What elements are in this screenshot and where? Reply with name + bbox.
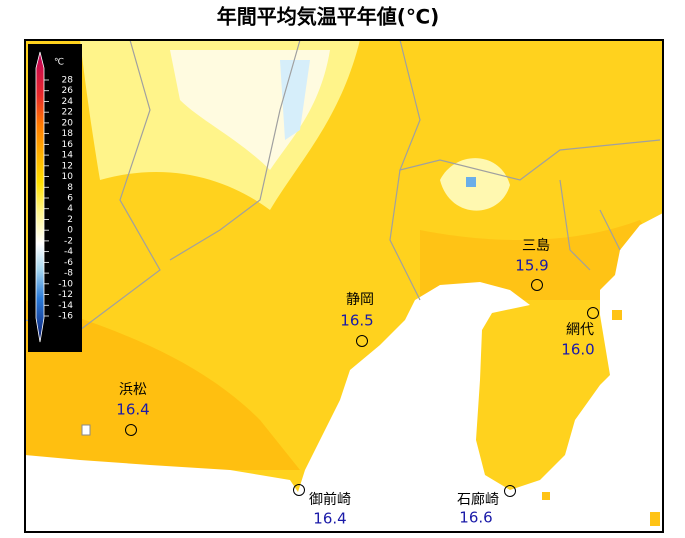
station-marker bbox=[587, 307, 599, 319]
station-name: 静岡 bbox=[346, 292, 374, 308]
island bbox=[612, 310, 622, 320]
legend-tick-label: 14 bbox=[62, 151, 74, 161]
station-marker bbox=[356, 335, 368, 347]
land-shade bbox=[420, 220, 663, 300]
legend-tick-label: -10 bbox=[58, 279, 73, 289]
legend-tick-label: 28 bbox=[62, 76, 74, 86]
island bbox=[542, 492, 550, 500]
title: 年間平均気温平年値(℃) bbox=[217, 5, 440, 29]
legend-tick-label: 20 bbox=[62, 118, 74, 128]
station-marker bbox=[531, 279, 543, 291]
legend-tick-label: 2 bbox=[67, 215, 73, 225]
station-value: 16.6 bbox=[459, 509, 492, 527]
legend-tick-label: 18 bbox=[62, 129, 74, 139]
station-marker bbox=[125, 424, 137, 436]
map-area bbox=[24, 39, 664, 533]
island bbox=[650, 512, 660, 526]
legend-tick-label: -6 bbox=[64, 258, 73, 268]
legend-tick-label: 10 bbox=[62, 172, 74, 182]
legend-tick-label: -12 bbox=[58, 290, 73, 300]
peaks bbox=[280, 60, 310, 140]
station-value: 16.4 bbox=[313, 510, 346, 528]
legend-tick-label: 6 bbox=[67, 194, 73, 204]
legend-tick-label: 22 bbox=[62, 108, 73, 118]
legend-tick-label: 0 bbox=[67, 226, 73, 236]
legend-tick-label: 4 bbox=[67, 204, 73, 214]
boundaries bbox=[24, 39, 661, 331]
station-marker bbox=[504, 485, 516, 497]
legend-tick-label: 26 bbox=[62, 86, 74, 96]
lake bbox=[81, 424, 91, 436]
station-marker bbox=[293, 484, 305, 496]
station-value: 15.9 bbox=[515, 257, 548, 275]
land-shade bbox=[25, 300, 300, 470]
legend: ℃ 2826242220181614121086420-2-4-6-8-10-1… bbox=[28, 44, 82, 352]
legend-tick-label: -4 bbox=[64, 247, 73, 257]
legend-tick-label: -8 bbox=[64, 269, 73, 279]
legend-colorbar bbox=[35, 51, 45, 343]
station-name: 石廊崎 bbox=[457, 491, 499, 508]
legend-tick-label: 8 bbox=[67, 183, 73, 193]
station-name: 御前崎 bbox=[309, 491, 351, 508]
map-frame bbox=[24, 39, 664, 533]
legend-tick-label: 12 bbox=[62, 161, 73, 171]
legend-unit: ℃ bbox=[54, 58, 64, 68]
station-value: 16.0 bbox=[561, 341, 594, 359]
legend-tick-label: -16 bbox=[58, 312, 73, 322]
legend-tick-label: -14 bbox=[58, 301, 73, 311]
legend-tick-label: -2 bbox=[64, 236, 73, 246]
station-name: 三島 bbox=[522, 238, 550, 254]
station-value: 16.4 bbox=[116, 401, 149, 419]
station-value: 16.5 bbox=[340, 312, 373, 330]
station-name: 浜松 bbox=[119, 382, 147, 398]
legend-tick-label: 16 bbox=[62, 140, 74, 150]
station-name: 網代 bbox=[566, 322, 594, 338]
legend-tick-label: 24 bbox=[62, 97, 74, 107]
sea bbox=[25, 213, 663, 532]
mt-fuji-peak bbox=[466, 177, 476, 187]
